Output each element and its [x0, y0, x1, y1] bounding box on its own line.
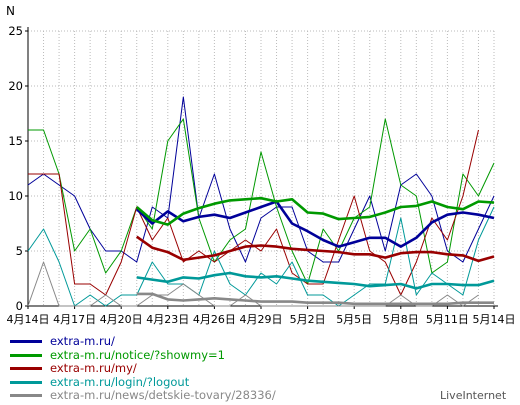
y-axis-label: N [6, 4, 15, 18]
grid-lines [27, 30, 495, 306]
x-tick-label: 4月23日 [146, 313, 189, 326]
series-trend-2 [135, 235, 495, 263]
y-tick-label: 25 [8, 24, 23, 38]
x-tick-label: 5月2日 [290, 313, 326, 326]
legend-item: extra-m.ru/notice/?showmy=1 [10, 347, 276, 363]
axes [27, 27, 498, 307]
y-tick-label: 20 [8, 79, 23, 93]
legend-item: extra-m.ru/news/detskie-tovary/28336/ [10, 389, 276, 403]
series-line-0 [27, 96, 495, 263]
legend-label: extra-m.ru/login/?logout [50, 374, 190, 389]
y-tick-label: 10 [8, 189, 23, 203]
x-tick-label: 4月20日 [100, 313, 143, 326]
legend-swatch [10, 394, 42, 398]
x-tick-label: 5月11日 [426, 313, 469, 326]
legend-label: extra-m.ru/my/ [50, 361, 137, 376]
legend-item: extra-m.ru/login/?logout [10, 374, 276, 390]
series-trend-0 [135, 200, 495, 248]
series-trend-lines [135, 196, 495, 306]
series-line-3 [27, 206, 495, 307]
series-trend-3 [136, 271, 495, 290]
legend-swatch [10, 340, 42, 344]
axis-ticks: 0 5 10 15 20 25 4月14日 4月17日 4月20日 4月23日 4月26日 4月29日… [7, 24, 516, 326]
x-tick-label: 4月29日 [240, 313, 283, 326]
y-tick-label: 15 [8, 134, 23, 148]
legend-label: extra-m.ru/ [50, 334, 115, 349]
legend-swatch [10, 353, 42, 357]
legend: extra-m.ru/extra-m.ru/notice/?showmy=1 ex… [10, 335, 276, 403]
x-tick-label: 4月14日 [7, 313, 50, 326]
legend-swatch [10, 380, 42, 384]
y-tick-label: 0 [16, 299, 23, 313]
legend-label: extra-m.ru/news/detskie-tovary/28336/ [50, 388, 276, 403]
y-tick-label: 5 [16, 244, 23, 258]
x-tick-label: 5月5日 [336, 313, 372, 326]
legend-item: extra-m.ru/ [10, 335, 276, 349]
series-trend-1 [135, 196, 495, 226]
legend-label: extra-m.ru/notice/?showmy=1 [50, 347, 225, 362]
x-tick-label: 4月26日 [193, 313, 236, 326]
series-line-1 [28, 118, 495, 285]
x-tick-label: 5月8日 [383, 313, 419, 326]
x-tick-label: 5月14日 [473, 313, 516, 326]
x-tick-label: 4月17日 [53, 313, 96, 326]
legend-swatch [10, 367, 42, 371]
brand-label: LiveInternet [440, 389, 507, 402]
legend-item: extra-m.ru/my/ [10, 362, 276, 376]
series-trend-4 [136, 292, 494, 306]
